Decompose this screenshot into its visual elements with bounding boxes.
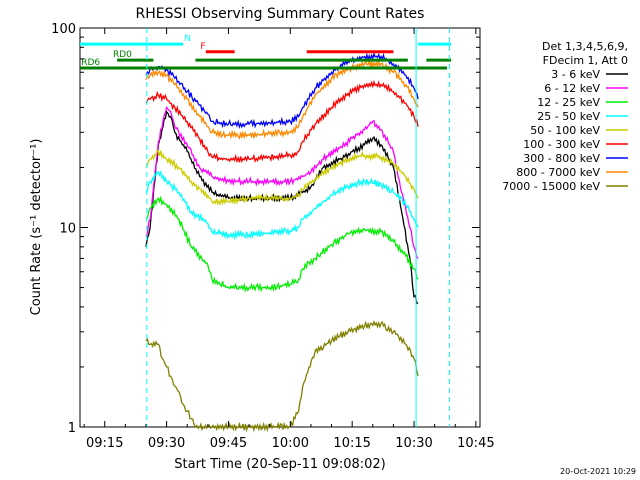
series-line-2 [145,195,419,293]
x-axis-label: Start Time (20-Sep-11 09:08:02) [174,457,385,472]
chart-title: RHESSI Observing Summary Count Rates [136,6,425,22]
series-line-7 [145,58,419,140]
x-tick-label-6: 10:45 [457,436,494,451]
series-line-8 [145,319,419,433]
x-tick-label-4: 10:15 [333,436,370,451]
tick-group: 09:15 09:30 09:45 10:00 10:15 10:30 10:45 1 10 10… [51,22,494,451]
x-tick-label-2: 09:45 [210,436,247,451]
legend-label-1: 6 - 12 keV [544,82,600,95]
legend-label-8: 7000 - 15000 keV [502,180,600,193]
legend-label-0: 3 - 6 keV [551,68,600,81]
series-line-1 [145,105,419,259]
annotation-label-0: N [184,34,191,44]
legend-label-6: 300 - 800 keV [523,152,600,165]
annotation-label-7: RD6 [81,58,100,68]
y-tick-label-2: 100 [51,22,76,37]
legend-label-4: 50 - 100 keV [530,124,600,137]
annotation-label-4: RD0 [113,50,132,60]
x-tick-label-5: 10:30 [395,436,432,451]
x-tick-label-3: 10:00 [272,436,309,451]
y-tick-label-0: 1 [68,421,76,436]
vline-group [146,28,450,427]
legend-header-1: FDecim 1, Att 0 [543,54,628,67]
series-line-3 [145,170,419,241]
footer-stamp: 20-Oct-2021 10:29 [560,467,636,476]
annotation-label-2: F [200,42,205,52]
y-tick-label-1: 10 [59,222,76,237]
annotation-group: NF RD0 RD6 [80,34,452,70]
plot-frame [79,27,481,428]
y-axis-label: Count Rate (s⁻¹ detector⁻¹) [29,139,44,316]
x-tick-label-1: 09:30 [148,436,185,451]
legend-label-5: 100 - 300 keV [523,138,600,151]
legend-label-7: 800 - 7000 keV [516,166,600,179]
series-line-5 [145,79,419,164]
series-line-6 [145,51,419,129]
x-tick-label-0: 09:15 [86,436,123,451]
series-line-4 [145,148,419,206]
legend-header-0: Det 1,3,4,5,6,9, [542,40,628,53]
legend-label-2: 12 - 25 keV [537,96,600,109]
legend: Det 1,3,4,5,6,9,FDecim 1, Att 03 - 6 keV… [502,40,628,193]
legend-label-3: 25 - 50 keV [537,110,600,123]
data-series-group [145,51,419,433]
